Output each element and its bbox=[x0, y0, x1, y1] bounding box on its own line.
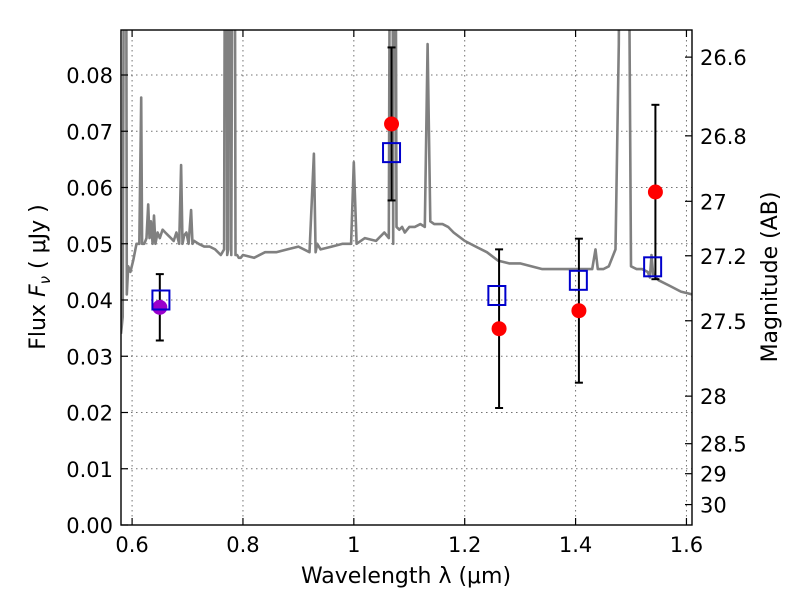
grid-lines bbox=[121, 30, 692, 526]
y-tick-label: 0.03 bbox=[66, 345, 113, 369]
x-tick-label: 1 bbox=[347, 533, 360, 557]
magnitude-tick-label: 27.2 bbox=[700, 245, 747, 269]
y-tick-label: 0.01 bbox=[66, 458, 113, 482]
model-square-point bbox=[382, 142, 402, 164]
y-tick-label: 0.05 bbox=[66, 233, 113, 257]
y-tick-label: 0.07 bbox=[66, 120, 113, 144]
magnitude-tick-label: 26.8 bbox=[700, 125, 747, 149]
measured-flux-point bbox=[152, 299, 168, 315]
magnitude-tick-label: 27 bbox=[700, 190, 727, 214]
y-tick-label: 0.06 bbox=[66, 177, 113, 201]
y-tick-label: 0.02 bbox=[66, 402, 113, 426]
measured-flux-point bbox=[571, 303, 587, 319]
model-square-point bbox=[151, 289, 171, 311]
x-tick-label: 1.6 bbox=[670, 533, 703, 557]
magnitude-tick-label: 27.5 bbox=[700, 310, 747, 334]
y2-axis-label: Magnitude (AB) bbox=[758, 192, 783, 363]
y-tick-label: 0.00 bbox=[66, 514, 113, 538]
y-tick-label: 0.04 bbox=[66, 289, 113, 313]
x-axis-label: Wavelength λ (μm) bbox=[301, 564, 511, 589]
model-spectrum-layer bbox=[121, 30, 692, 334]
model-square-point bbox=[643, 256, 663, 278]
model-spectrum-line bbox=[121, 30, 692, 334]
photometry-points-layer bbox=[151, 46, 663, 409]
magnitude-tick-label: 28 bbox=[700, 385, 727, 409]
magnitude-tick-label: 28.5 bbox=[700, 433, 747, 457]
magnitude-tick-label: 29 bbox=[700, 463, 727, 487]
x-tick-label: 0.6 bbox=[115, 533, 148, 557]
x-tick-label: 0.8 bbox=[226, 533, 259, 557]
measured-flux-point bbox=[647, 184, 663, 200]
magnitude-tick-label: 30 bbox=[700, 494, 727, 518]
magnitude-tick-label: 26.6 bbox=[700, 46, 747, 70]
y-axis-label: Flux Fν ( μJy ) bbox=[26, 204, 54, 349]
x-tick-label: 1.4 bbox=[559, 533, 592, 557]
plot-frame bbox=[120, 29, 693, 526]
model-square-point bbox=[568, 269, 588, 291]
axis-ticks: 0.6 0.8 1 1.2 1.4 1.6 0.00 0.01 0.02 0.03 0.04 0.05… bbox=[66, 30, 747, 557]
measured-flux-point bbox=[384, 116, 400, 132]
y-tick-label: 0.08 bbox=[66, 64, 113, 88]
model-square-point bbox=[487, 285, 507, 306]
measured-flux-point bbox=[491, 321, 507, 337]
x-tick-label: 1.2 bbox=[448, 533, 481, 557]
